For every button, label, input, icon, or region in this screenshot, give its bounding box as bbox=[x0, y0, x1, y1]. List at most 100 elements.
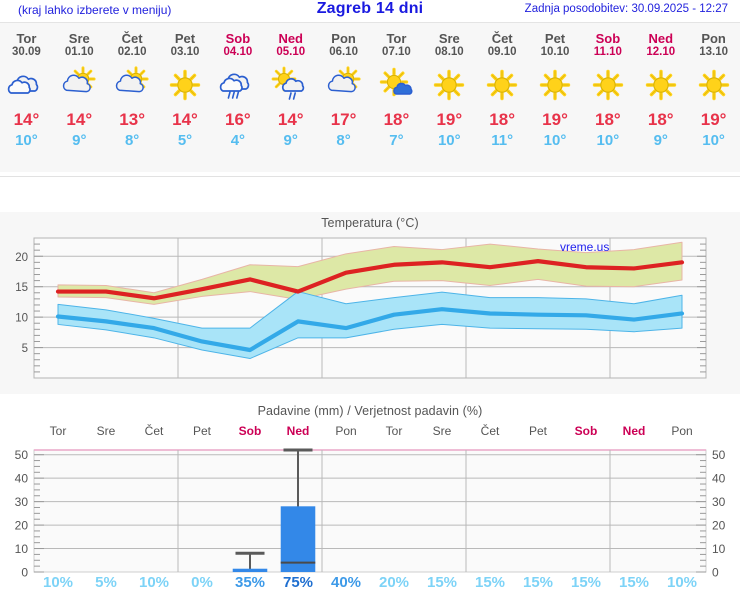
precipitation-day-labels: Tor Sre Čet Pet Sob Ned Pon Tor Sre Čet Pet Sob Ned P… bbox=[34, 424, 706, 440]
day-date: 06.10 bbox=[329, 46, 358, 58]
day-column-11[interactable]: Sob 11.10 18° 10° bbox=[581, 23, 634, 173]
day-min-temperature: 10° bbox=[702, 132, 725, 149]
precipitation-day-label-10: Pet bbox=[528, 424, 547, 438]
day-name: Sob bbox=[225, 31, 251, 46]
day-max-temperature: 13° bbox=[119, 110, 145, 129]
day-max-temperature: 18° bbox=[595, 110, 621, 129]
sun-small-cloud-icon bbox=[370, 61, 423, 109]
day-date: 03.10 bbox=[170, 46, 200, 58]
precipitation-day-label-0: Tor bbox=[49, 424, 67, 438]
day-name: Čet bbox=[491, 31, 513, 46]
day-min-temperature: 10° bbox=[543, 132, 567, 149]
svg-text:20: 20 bbox=[15, 252, 28, 264]
day-min-temperature: 8° bbox=[336, 132, 351, 149]
day-min-temperature: 11° bbox=[491, 132, 514, 149]
precipitation-day-label-12: Ned bbox=[622, 424, 646, 438]
precipitation-day-label-8: Sre bbox=[432, 424, 452, 438]
temperature-chart-block: Temperatura (°C) 5 10 15 20 vreme.us bbox=[0, 212, 740, 394]
day-max-temperature: 18° bbox=[383, 110, 410, 129]
sun-rain-icon bbox=[264, 61, 317, 109]
day-name: Ned bbox=[648, 31, 674, 46]
precipitation-day-label-9: Čet bbox=[480, 424, 500, 438]
svg-text:5: 5 bbox=[22, 343, 28, 355]
day-column-9[interactable]: Čet 09.10 18° 11° bbox=[476, 23, 529, 173]
rain-cloud-icon bbox=[211, 61, 264, 109]
day-name: Ned bbox=[278, 31, 303, 46]
precipitation-day-label-11: Sob bbox=[574, 424, 598, 438]
svg-text:15: 15 bbox=[15, 282, 28, 294]
svg-text:20: 20 bbox=[712, 519, 726, 533]
precipitation-probability-8: 15% bbox=[426, 574, 458, 591]
precipitation-day-label-3: Pet bbox=[192, 424, 211, 438]
day-min-temperature: 4° bbox=[230, 132, 246, 149]
svg-text:40: 40 bbox=[712, 472, 726, 486]
precipitation-day-label-5: Ned bbox=[286, 424, 310, 438]
day-date: 05.10 bbox=[276, 46, 306, 58]
day-column-8[interactable]: Sre 08.10 19° 10° bbox=[423, 23, 476, 173]
sunny-icon bbox=[159, 61, 212, 109]
day-name: Pon bbox=[331, 31, 356, 46]
day-max-temperature: 19° bbox=[700, 110, 727, 129]
svg-text:40: 40 bbox=[15, 472, 29, 486]
day-column-3[interactable]: Pet 03.10 14° 5° bbox=[159, 23, 212, 173]
day-column-2[interactable]: Čet 02.10 13° 8° bbox=[106, 23, 159, 173]
partly-sunny-icon bbox=[106, 61, 159, 109]
temperature-chart: 5 10 15 20 bbox=[15, 237, 707, 379]
page-header: (kraj lahko izberete v meniju) Zagreb 14… bbox=[0, 0, 740, 22]
day-min-temperature: 8° bbox=[124, 132, 140, 149]
precipitation-probability-9: 15% bbox=[474, 574, 506, 591]
day-name: Pet bbox=[174, 31, 196, 46]
precipitation-day-label-13: Pon bbox=[671, 424, 693, 438]
day-name: Čet bbox=[121, 31, 143, 46]
partly-sunny-icon bbox=[53, 61, 106, 109]
sunny-icon bbox=[423, 61, 476, 109]
sunny-icon bbox=[476, 61, 529, 109]
day-min-temperature: 9° bbox=[72, 132, 87, 149]
day-name: Sob bbox=[595, 31, 621, 46]
day-date: 11.10 bbox=[593, 46, 622, 58]
svg-text:0: 0 bbox=[21, 566, 28, 578]
day-column-5[interactable]: Ned 05.10 14° 9° bbox=[264, 23, 317, 173]
cloudy-icon bbox=[0, 61, 53, 109]
watermark-label: vreme.us bbox=[560, 240, 610, 254]
precipitation-probability-0: 10% bbox=[42, 574, 74, 591]
svg-text:50: 50 bbox=[712, 448, 726, 462]
day-min-temperature: 5° bbox=[177, 132, 193, 149]
svg-text:10: 10 bbox=[712, 542, 726, 556]
day-date: 12.10 bbox=[646, 46, 676, 58]
precipitation-day-label-6: Pon bbox=[335, 424, 357, 438]
last-updated-timestamp: Zadnja posodobitev: 30.09.2025 - 12:27 bbox=[524, 3, 728, 15]
precipitation-day-label-4: Sob bbox=[238, 424, 262, 438]
precipitation-probability-11: 15% bbox=[570, 574, 602, 591]
day-column-13[interactable]: Pon 13.10 19° 10° bbox=[687, 23, 740, 173]
day-date: 02.10 bbox=[117, 46, 147, 58]
day-date: 04.10 bbox=[223, 46, 253, 58]
day-column-10[interactable]: Pet 10.10 19° 10° bbox=[529, 23, 582, 173]
day-column-6[interactable]: Pon 06.10 17° 8° bbox=[317, 23, 370, 173]
day-column-12[interactable]: Ned 12.10 18° 9° bbox=[634, 23, 687, 173]
precipitation-probability-13: 10% bbox=[666, 574, 698, 591]
day-date: 13.10 bbox=[699, 46, 728, 58]
day-column-7[interactable]: Tor 07.10 18° 7° bbox=[370, 23, 423, 173]
svg-text:30: 30 bbox=[712, 495, 726, 509]
precipitation-probability-row: 10% 5% 10% 0% 35% 75% 40% 20% 15% 15% 15% 15% 15% 10% bbox=[34, 574, 706, 596]
location-menu-note: (kraj lahko izberete v meniju) bbox=[18, 3, 172, 17]
sunny-icon bbox=[634, 61, 687, 109]
day-date: 10.10 bbox=[540, 46, 570, 58]
sunny-icon bbox=[687, 61, 740, 109]
svg-text:30: 30 bbox=[15, 495, 29, 509]
svg-text:10: 10 bbox=[15, 542, 29, 556]
precipitation-probability-12: 15% bbox=[618, 574, 650, 591]
precipitation-probability-2: 10% bbox=[138, 574, 170, 591]
day-min-temperature: 9° bbox=[653, 132, 668, 149]
daily-forecast-strip: Tor 30.09 14° 10° Sre 01.10 14° 9° Čet 02.10 13° 8°… bbox=[0, 22, 740, 172]
sunny-icon bbox=[581, 61, 634, 109]
day-column-0[interactable]: Tor 30.09 14° 10° bbox=[0, 23, 53, 173]
day-column-4[interactable]: Sob 04.10 16° 4° bbox=[211, 23, 264, 173]
day-max-temperature: 18° bbox=[647, 110, 674, 129]
svg-text:20: 20 bbox=[15, 519, 29, 533]
day-column-1[interactable]: Sre 01.10 14° 9° bbox=[53, 23, 106, 173]
sunny-icon bbox=[529, 61, 582, 109]
day-min-temperature: 10° bbox=[437, 132, 461, 149]
